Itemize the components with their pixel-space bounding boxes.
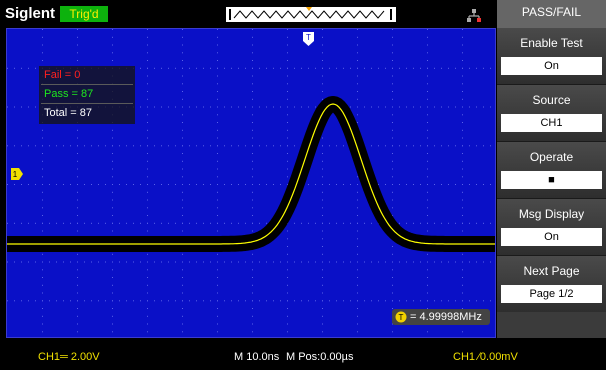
menu-item-label: Next Page <box>523 264 580 278</box>
svg-text:1: 1 <box>13 170 18 179</box>
menu-item-label: Operate <box>529 150 574 164</box>
usb-network-icon <box>467 9 481 22</box>
menu-item-label: Enable Test <box>520 36 583 50</box>
trigger-position-marker-icon[interactable]: T <box>303 32 314 46</box>
menu-item-value: On <box>501 57 602 75</box>
pass-fail-menu: PASS/FAIL Enable Test On Source CH1 Oper… <box>497 0 606 338</box>
divider <box>497 255 606 256</box>
pass-count: Pass = 87 <box>44 88 94 100</box>
trigger-frequency-icon: T <box>395 311 407 323</box>
menu-item-next-page[interactable]: Next Page Page 1/2 <box>497 256 606 312</box>
divider <box>497 198 606 199</box>
total-count: Total = 87 <box>44 107 93 119</box>
stop-icon: ■ <box>501 171 602 189</box>
menu-item-value: Page 1/2 <box>501 285 602 303</box>
svg-text:T: T <box>399 313 404 322</box>
divider <box>41 84 133 85</box>
divider <box>497 84 606 85</box>
waveform-display[interactable]: Fail = 0 Pass = 87 Total = 87 T = 4.9999… <box>6 28 496 338</box>
menu-title: PASS/FAIL <box>521 5 582 19</box>
bottom-status-bar: CH1═ 2.00V M 10.0ns M Pos:0.00µs CH1 ∕0.… <box>0 338 606 370</box>
memory-position: M Pos:0.00µs <box>286 351 354 363</box>
svg-text:T: T <box>306 33 311 42</box>
menu-header: PASS/FAIL <box>497 0 606 28</box>
menu-item-source[interactable]: Source CH1 <box>497 85 606 141</box>
ch1-scale: CH1═ 2.00V <box>38 351 100 363</box>
frequency-readout: T = 4.99998MHz <box>392 309 490 325</box>
frequency-value: = 4.99998MHz <box>410 311 482 323</box>
divider <box>497 141 606 142</box>
menu-item-enable-test[interactable]: Enable Test On <box>497 28 606 84</box>
menu-item-msg-display[interactable]: Msg Display On <box>497 199 606 255</box>
trigger-status-badge: Trig'd <box>60 6 108 22</box>
waveform-trace <box>7 103 495 245</box>
menu-item-operate[interactable]: Operate ■ <box>497 142 606 198</box>
divider <box>41 103 133 104</box>
memory-timeline-icon <box>226 7 396 22</box>
pass-fail-counter-panel: Fail = 0 Pass = 87 Total = 87 <box>39 66 135 124</box>
fail-count: Fail = 0 <box>44 69 81 81</box>
menu-item-value: On <box>501 228 602 246</box>
menu-item-label: Source <box>532 93 571 107</box>
ch1-level-marker-icon[interactable]: 1 <box>11 168 23 180</box>
menu-item-label: Msg Display <box>518 207 585 221</box>
top-status-bar: Siglent Trig'd <box>0 0 496 28</box>
trigger-level: CH1 ∕0.00mV <box>453 351 518 363</box>
timebase: M 10.0ns <box>234 351 280 363</box>
brand-label: Siglent <box>5 5 56 22</box>
menu-item-value: CH1 <box>501 114 602 132</box>
waveform-envelope <box>7 96 495 252</box>
